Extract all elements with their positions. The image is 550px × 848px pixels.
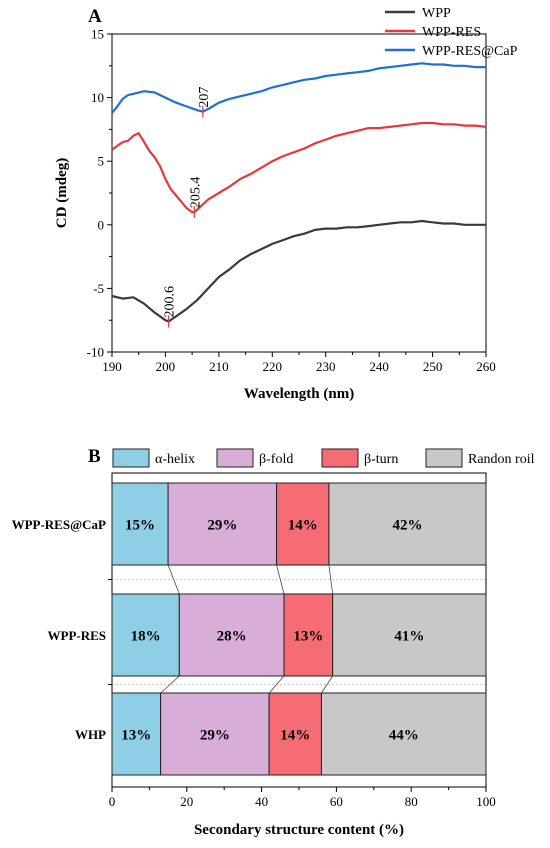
legend-swatch — [216, 448, 254, 468]
bar-value-label: 44% — [389, 728, 419, 744]
x-tick-label: 240 — [369, 359, 389, 374]
bar-value-label: 13% — [293, 629, 323, 645]
series-line-wpp-res-cap — [111, 62, 486, 114]
bar-segment — [167, 482, 278, 566]
bar-segment — [178, 593, 285, 677]
legend-entry: WPP-RES — [422, 25, 481, 40]
y-tick-label: -10 — [87, 345, 104, 360]
x-tick-label: 0 — [109, 794, 116, 809]
x-tick-label: 20 — [180, 794, 193, 809]
x-tick-label: 200 — [156, 359, 176, 374]
category-label: WPP-RES — [48, 628, 107, 643]
x-tick-label: 250 — [423, 359, 443, 374]
y-axis-title: CD (mdeg) — [54, 158, 70, 228]
y-tick-label: -5 — [93, 281, 104, 296]
x-tick-label: 80 — [405, 794, 418, 809]
bar-segment — [328, 482, 487, 566]
series-line-wpp-res — [111, 121, 487, 214]
stacked-bar-chart-panel: 15% 29% 14% 42% WPP-RES@CaP 18% 28% 13% 41% WPP-R… — [12, 446, 535, 838]
x-tick-label: 230 — [316, 359, 336, 374]
bar-connector — [328, 564, 334, 595]
legend-entry: β-fold — [259, 452, 293, 467]
bar-segment — [276, 482, 330, 566]
y-tick-label: 15 — [91, 27, 104, 42]
bar-value-label: 15% — [125, 518, 155, 534]
legend-entry: α-helix — [155, 452, 195, 467]
x-axis-title: Secondary structure content (%) — [194, 822, 404, 838]
panel-label: A — [88, 6, 102, 27]
legend-entry: WPP-RES@CaP — [422, 44, 518, 59]
y-tick-label: 0 — [98, 217, 105, 232]
bar-value-label: 41% — [394, 629, 424, 645]
legend-entry: WPP — [422, 6, 451, 21]
panel-label: B — [88, 446, 101, 467]
bar-value-label: 13% — [121, 728, 151, 744]
peak-annotation: 205.4 — [188, 177, 203, 209]
line-chart-panel: 190 200 210 220 230 240 250 260 -10 -5 0 5 10 15 Wavel… — [54, 6, 518, 402]
bar-segment — [111, 692, 162, 776]
bar-value-label: 28% — [217, 629, 247, 645]
bar-connector — [321, 675, 333, 694]
bar-value-label: 18% — [131, 629, 161, 645]
category-label: WHP — [75, 727, 106, 742]
bar-segment — [111, 482, 169, 566]
bar-segment — [111, 593, 180, 677]
x-tick-label: 210 — [209, 359, 229, 374]
x-tick-label: 260 — [476, 359, 496, 374]
peak-annotation: 200.6 — [163, 286, 178, 318]
bar-value-label: 29% — [207, 518, 237, 534]
x-tick-label: 60 — [330, 794, 343, 809]
category-label: WPP-RES@CaP — [12, 517, 106, 532]
y-tick-label: 5 — [98, 154, 105, 169]
bar-value-label: 42% — [392, 518, 422, 534]
x-tick-label: 190 — [102, 359, 122, 374]
bar-segment — [320, 692, 487, 776]
bar-value-label: 29% — [200, 728, 230, 744]
x-tick-label: 40 — [255, 794, 268, 809]
bar-segment — [332, 593, 487, 677]
y-tick-label: 10 — [91, 90, 104, 105]
legend-entry: β-turn — [364, 452, 398, 467]
bar-segment — [268, 692, 322, 776]
legend-swatch — [112, 448, 150, 468]
legend-swatch — [425, 448, 463, 468]
legend-entry: Randon roil — [468, 452, 535, 467]
peak-annotation: 207 — [197, 87, 212, 108]
bar-value-label: 14% — [280, 728, 310, 744]
legend-swatch — [321, 448, 359, 468]
x-axis-title: Wavelength (nm) — [244, 386, 354, 402]
x-tick-label: 100 — [476, 794, 496, 809]
bar-value-label: 14% — [288, 518, 318, 534]
bar-segment — [160, 692, 270, 776]
x-tick-label: 220 — [263, 359, 283, 374]
bar-segment — [283, 593, 334, 677]
